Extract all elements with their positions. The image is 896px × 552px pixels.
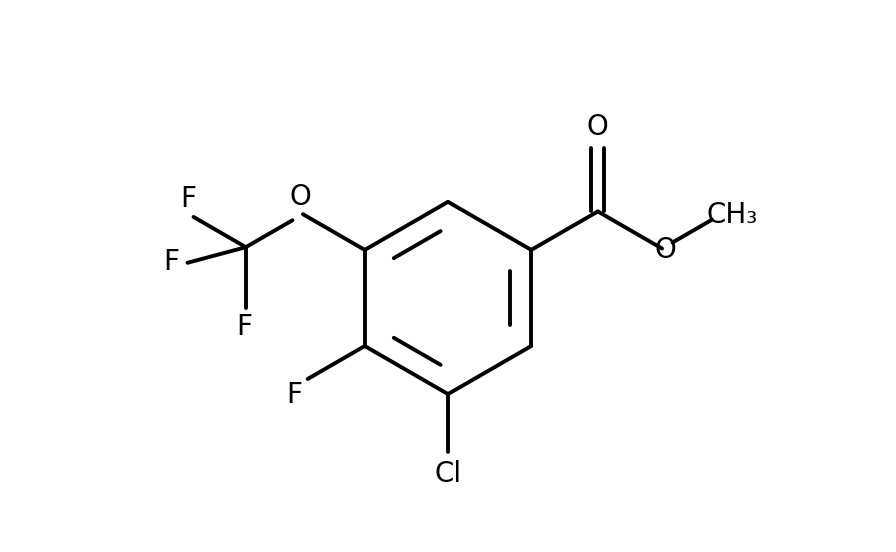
Text: F: F <box>180 185 196 214</box>
Text: F: F <box>237 314 252 341</box>
Text: O: O <box>587 113 608 141</box>
Text: O: O <box>654 236 676 264</box>
Text: F: F <box>163 248 179 275</box>
Text: CH₃: CH₃ <box>706 201 758 229</box>
Text: F: F <box>286 381 302 410</box>
Text: O: O <box>289 183 311 211</box>
Text: Cl: Cl <box>435 460 461 488</box>
